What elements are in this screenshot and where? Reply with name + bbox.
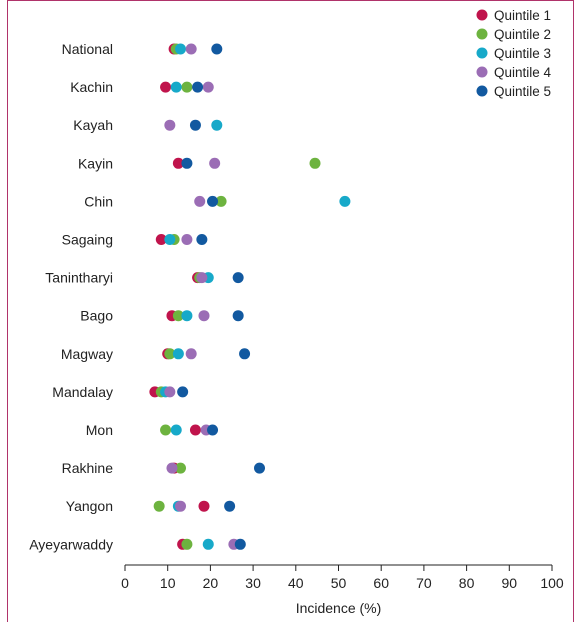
data-point bbox=[155, 234, 167, 245]
data-point bbox=[185, 43, 197, 55]
data-point bbox=[202, 81, 214, 93]
data-point bbox=[196, 234, 208, 245]
data-point bbox=[189, 119, 201, 131]
data-point bbox=[181, 310, 193, 322]
data-point bbox=[164, 348, 176, 360]
data-point bbox=[175, 462, 187, 474]
category-label: Bago bbox=[80, 308, 113, 324]
category-label: Chin bbox=[84, 193, 113, 209]
data-point bbox=[170, 424, 182, 436]
data-point bbox=[172, 157, 184, 169]
legend-label: Quintile 2 bbox=[494, 27, 551, 42]
data-point bbox=[181, 538, 193, 550]
data-point bbox=[202, 538, 214, 550]
category-label: Mandalay bbox=[52, 384, 113, 400]
data-point bbox=[189, 424, 201, 436]
data-point bbox=[194, 195, 206, 207]
legend-marker bbox=[476, 66, 488, 78]
data-point bbox=[198, 500, 210, 512]
legend-marker bbox=[476, 47, 488, 59]
data-point bbox=[211, 43, 223, 55]
x-tick-label: 0 bbox=[121, 575, 129, 591]
data-point bbox=[170, 81, 182, 93]
data-point bbox=[160, 81, 172, 93]
data-point bbox=[198, 310, 210, 322]
data-point bbox=[164, 234, 176, 245]
data-point bbox=[207, 424, 219, 436]
x-tick-label: 30 bbox=[245, 575, 261, 591]
data-point bbox=[181, 234, 193, 245]
legend-label: Quintile 3 bbox=[494, 46, 551, 61]
data-point bbox=[185, 348, 197, 360]
data-point bbox=[232, 310, 244, 322]
x-axis: 0 10 20 30 40 50 60 70 80 90 100 Incidence (%) bbox=[121, 564, 564, 616]
category-label: Ayeyarwaddy bbox=[29, 536, 113, 552]
data-point bbox=[309, 157, 321, 169]
category-label: National bbox=[62, 41, 113, 57]
legend-label: Quintile 5 bbox=[494, 84, 551, 99]
legend-marker bbox=[476, 28, 488, 40]
data-point bbox=[211, 119, 223, 131]
data-point bbox=[164, 119, 176, 131]
data-point bbox=[172, 310, 184, 322]
data-point bbox=[175, 43, 187, 55]
x-tick-label: 40 bbox=[288, 575, 304, 591]
data-point bbox=[181, 81, 193, 93]
legend-label: Quintile 1 bbox=[494, 8, 551, 23]
data-point bbox=[232, 272, 244, 284]
legend-marker bbox=[476, 85, 488, 97]
category-label: Magway bbox=[61, 346, 113, 362]
category-label: Kayah bbox=[73, 117, 113, 133]
legend-label: Quintile 4 bbox=[494, 65, 552, 80]
data-point bbox=[207, 195, 219, 207]
x-tick-label: 50 bbox=[331, 575, 347, 591]
x-tick-label: 90 bbox=[502, 575, 518, 591]
data-point bbox=[164, 386, 176, 398]
data-point bbox=[239, 348, 251, 360]
data-point bbox=[215, 195, 227, 207]
data-point bbox=[166, 462, 178, 474]
data-points bbox=[149, 43, 351, 550]
data-point bbox=[224, 500, 236, 512]
data-point bbox=[234, 538, 246, 550]
data-point bbox=[192, 81, 204, 93]
data-point bbox=[160, 424, 172, 436]
category-label: Kachin bbox=[70, 79, 113, 95]
x-tick-label: 10 bbox=[160, 575, 176, 591]
category-labels: National Kachin Kayah Kayin Chin Sagaing Tanin… bbox=[29, 41, 113, 552]
category-label: Kayin bbox=[78, 155, 113, 171]
data-point bbox=[339, 195, 351, 207]
x-tick-label: 70 bbox=[416, 575, 432, 591]
x-tick-label: 20 bbox=[203, 575, 219, 591]
category-label: Tanintharyi bbox=[45, 270, 113, 286]
data-point bbox=[177, 386, 189, 398]
category-label: Rakhine bbox=[62, 460, 114, 476]
x-tick-label: 100 bbox=[540, 575, 564, 591]
legend-marker bbox=[476, 9, 488, 21]
data-point bbox=[153, 500, 165, 512]
data-point bbox=[175, 500, 187, 512]
x-tick-label: 60 bbox=[373, 575, 389, 591]
category-label: Sagaing bbox=[62, 232, 113, 248]
data-point bbox=[254, 462, 266, 474]
category-label: Yangon bbox=[66, 498, 113, 514]
x-tick-label: 80 bbox=[459, 575, 475, 591]
x-ticks: 0 10 20 30 40 50 60 70 80 90 100 bbox=[121, 565, 564, 591]
data-point bbox=[172, 348, 184, 360]
data-point bbox=[209, 157, 221, 169]
category-label: Mon bbox=[86, 422, 113, 438]
data-point bbox=[196, 272, 208, 284]
x-axis-title: Incidence (%) bbox=[296, 600, 382, 616]
data-point bbox=[181, 157, 193, 169]
legend: Quintile 1 Quintile 2 Quintile 3 Quintile 4… bbox=[476, 8, 552, 99]
